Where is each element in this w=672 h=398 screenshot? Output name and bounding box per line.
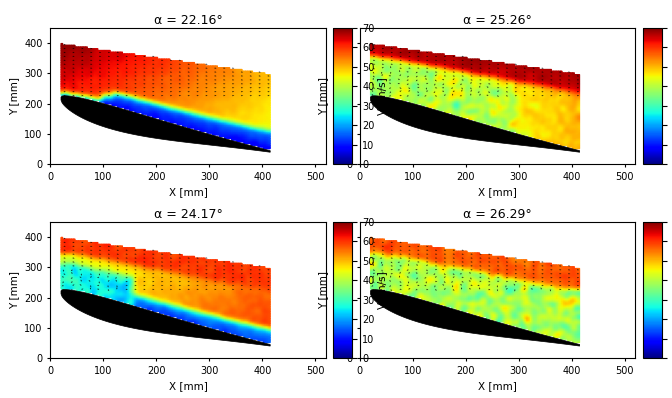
Title: α = 26.29°: α = 26.29° — [463, 207, 532, 220]
Polygon shape — [61, 290, 270, 346]
Y-axis label: V [m/s]: V [m/s] — [378, 271, 387, 309]
X-axis label: X [mm]: X [mm] — [478, 187, 517, 197]
Title: α = 24.17°: α = 24.17° — [154, 207, 222, 220]
Y-axis label: Y [mm]: Y [mm] — [9, 77, 19, 115]
Title: α = 22.16°: α = 22.16° — [154, 14, 222, 27]
Y-axis label: Y [mm]: Y [mm] — [318, 271, 328, 309]
Y-axis label: V [m/s]: V [m/s] — [378, 77, 387, 115]
X-axis label: X [mm]: X [mm] — [169, 187, 208, 197]
Polygon shape — [370, 96, 580, 152]
X-axis label: X [mm]: X [mm] — [478, 381, 517, 391]
Polygon shape — [370, 290, 580, 346]
Title: α = 25.26°: α = 25.26° — [463, 14, 532, 27]
Y-axis label: Y [mm]: Y [mm] — [318, 77, 328, 115]
X-axis label: X [mm]: X [mm] — [169, 381, 208, 391]
Y-axis label: Y [mm]: Y [mm] — [9, 271, 19, 309]
Polygon shape — [61, 96, 270, 152]
